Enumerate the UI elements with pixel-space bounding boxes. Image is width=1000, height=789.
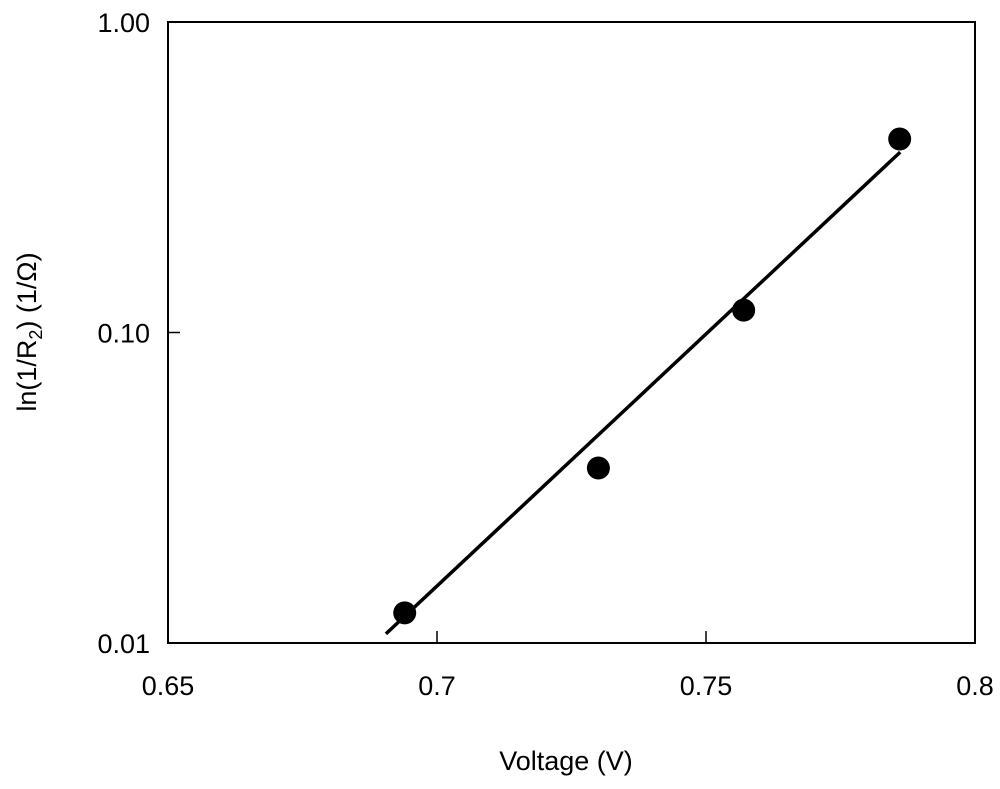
y-tick-label: 1.00 — [97, 8, 150, 38]
x-tick-label: 0.8 — [956, 671, 994, 701]
data-point — [586, 456, 610, 480]
data-point — [732, 298, 756, 322]
data-point — [888, 127, 912, 151]
y-axis-label: ln(1/R2) (1/Ω) — [12, 252, 46, 411]
x-tick-label: 0.75 — [680, 671, 733, 701]
x-tick-label: 0.7 — [418, 671, 456, 701]
y-tick-label: 0.10 — [97, 319, 150, 349]
data-point — [393, 601, 417, 625]
x-axis-label: Voltage (V) — [499, 746, 633, 776]
x-tick-label: 0.65 — [142, 671, 195, 701]
fit-line — [384, 150, 902, 636]
plot-frame — [167, 21, 976, 644]
y-tick-label: 0.01 — [97, 629, 150, 659]
